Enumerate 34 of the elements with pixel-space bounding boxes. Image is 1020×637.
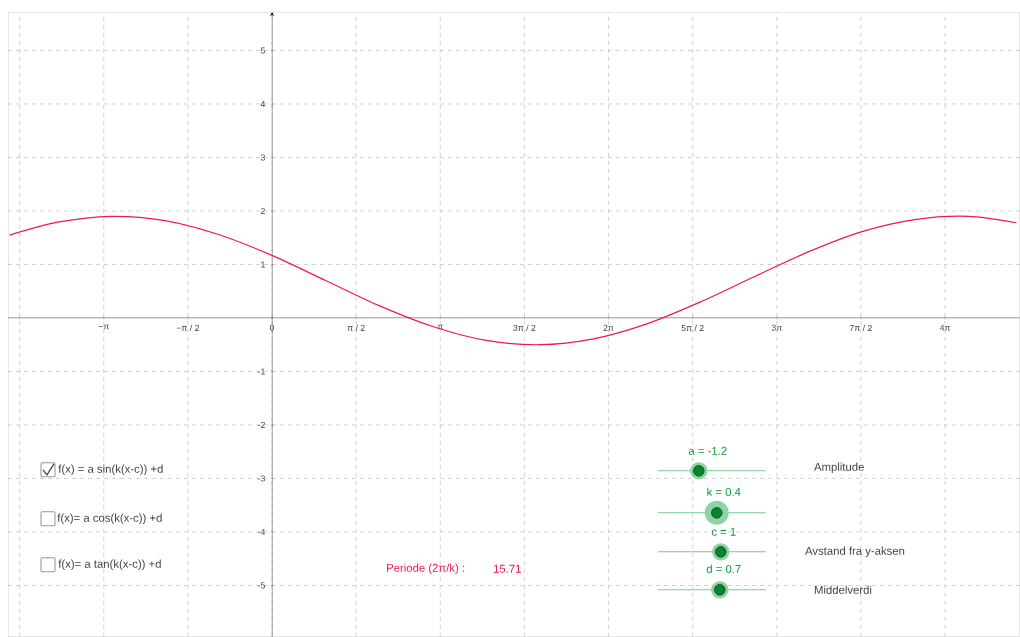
x-tick-label: π / 2	[347, 324, 365, 331]
annotation: k = 0.4	[707, 487, 741, 496]
x-tick-label: −π	[98, 324, 109, 330]
y-tick-label: -1	[258, 368, 265, 375]
annotation: d = 0.7	[706, 564, 741, 573]
y-tick-label: 5	[260, 47, 265, 54]
x-tick-label: −π / 2	[176, 324, 199, 331]
y-tick-label: 2	[260, 207, 265, 214]
x-tick-label: 2π	[603, 324, 614, 331]
annotation: f(x)= a tan(k(x-c)) +d	[58, 559, 161, 571]
x-tick-label: 0	[269, 324, 275, 331]
y-tick-label: 4	[260, 100, 266, 107]
y-tick-label: 3	[260, 154, 265, 161]
annotation: Middelverdi	[814, 585, 872, 594]
y-tick-label: -4	[258, 528, 266, 535]
y-tick-label: -5	[258, 582, 265, 589]
x-tick-label: π	[437, 324, 443, 330]
x-tick-label: 7π / 2	[849, 324, 872, 331]
annotation: 15.71	[493, 564, 521, 573]
annotation: Periode (2π/k) :	[387, 563, 465, 575]
annotation: Avstand fra y-aksen	[805, 546, 905, 558]
x-tick-label: 3π	[771, 324, 782, 331]
y-tick-label: -3	[258, 475, 265, 482]
annotation: f(x)= a cos(k(x-c)) +d	[57, 513, 162, 525]
line-series	[9, 215, 1018, 346]
y-tick-label: -2	[258, 421, 265, 428]
x-tick-label: 4π	[939, 324, 951, 331]
x-tick-label: 5π / 2	[681, 324, 704, 331]
y-tick-label: 1	[261, 261, 265, 268]
annotation: a = -1.2	[688, 446, 727, 455]
x-tick-label: 3π / 2	[513, 324, 536, 331]
annotation: f(x) = a sin(k(x-c)) +d	[58, 464, 163, 476]
annotation: Amplitude	[814, 462, 864, 474]
annotation: c = 1	[711, 527, 736, 536]
